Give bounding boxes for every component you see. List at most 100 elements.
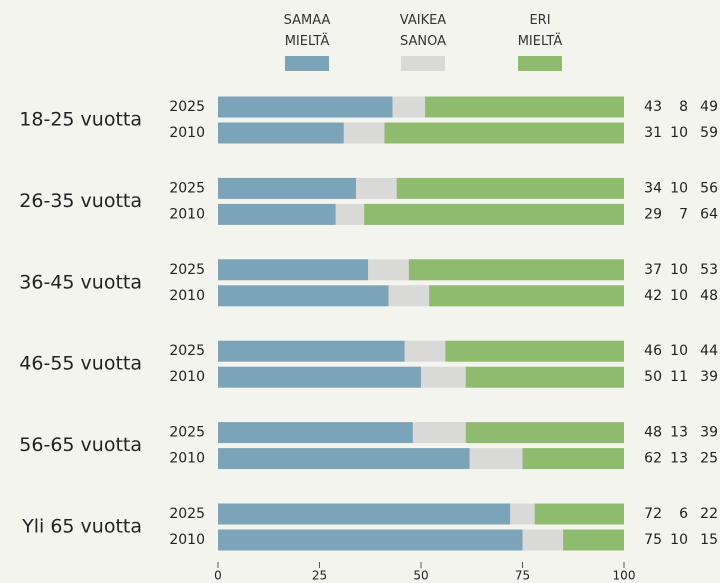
year-label: 2010 [169,369,205,385]
value-label: 48 [700,288,718,304]
bar-segment [510,503,535,525]
value-label: 39 [700,369,718,385]
bar-segment [218,503,511,525]
group-label: 56-65 vuotta [19,434,142,456]
bar-segment [388,285,430,307]
value-label: 31 [644,125,662,141]
value-label: 34 [644,180,662,196]
year-label: 2025 [169,99,205,115]
x-tick-label: 0 [214,569,222,583]
value-label: 75 [644,532,662,548]
x-tick-label: 25 [312,569,327,583]
value-label: 64 [700,206,718,222]
bar-segment [218,285,389,307]
bar-segment [412,422,466,444]
bar-segment [335,203,365,225]
year-label: 2010 [169,288,205,304]
group-label: 26-35 vuotta [19,190,142,212]
value-label: 10 [670,180,688,196]
value-label: 62 [644,451,662,467]
legend-label: SAMAA MIELTÄ [283,13,331,49]
bar-segment [218,96,393,118]
bar-segment [534,503,624,525]
bar-segment [522,529,564,551]
bar-segment [218,177,357,199]
value-label: 25 [700,451,718,467]
value-label: 72 [644,506,662,522]
value-label: 50 [644,369,662,385]
value-label: 59 [700,125,718,141]
value-label: 56 [700,180,718,196]
bar-segment [465,366,624,388]
legend-label: VAIKEA SANOA [399,13,447,49]
group-label: Yli 65 vuotta [21,516,142,538]
group-label: 36-45 vuotta [19,271,142,293]
year-label: 2010 [169,532,205,548]
year-label: 2010 [169,206,205,222]
value-label: 53 [700,262,718,278]
bar-segment [396,177,624,199]
bar-segment [368,259,409,281]
bar-segment [218,529,523,551]
year-label: 2025 [169,262,205,278]
value-label: 10 [670,532,688,548]
legend-swatch [518,56,562,71]
bar-segment [392,96,426,118]
legend-swatch [401,56,445,71]
bar-segment [218,203,336,225]
value-label: 37 [644,262,662,278]
year-label: 2025 [169,506,205,522]
bar-segment [563,529,624,551]
year-label: 2025 [169,343,205,359]
value-label: 8 [679,99,688,115]
value-label: 39 [700,425,718,441]
legend-item: SAMAA MIELTÄ [275,8,339,71]
legend-swatch [285,56,329,71]
x-tick-label: 100 [613,569,636,583]
bar-segment [429,285,624,307]
bar-segment [218,259,369,281]
bar-segment [408,259,624,281]
value-label: 13 [670,451,688,467]
group-label: 46-55 vuotta [19,353,142,375]
year-label: 2010 [169,125,205,141]
bar-segment [356,177,397,199]
value-label: 13 [670,425,688,441]
bar-segment [218,340,405,362]
value-label: 10 [670,343,688,359]
group-label: 18-25 vuotta [19,109,142,131]
bar-segment [218,422,413,444]
bar-segment [218,122,344,144]
x-tick-label: 75 [515,569,530,583]
year-label: 2025 [169,180,205,196]
value-label: 10 [670,125,688,141]
value-label: 42 [644,288,662,304]
bar-segment [425,96,624,118]
bar-segment [421,366,466,388]
legend-item: VAIKEA SANOA [391,8,455,71]
x-tick-label: 50 [413,569,428,583]
bar-segment [522,448,624,470]
value-label: 11 [670,369,688,385]
value-label: 43 [644,99,662,115]
value-label: 44 [700,343,718,359]
value-label: 15 [700,532,718,548]
value-label: 48 [644,425,662,441]
bar-segment [218,448,470,470]
value-label: 10 [670,288,688,304]
legend-item: ERI MIELTÄ [508,8,572,71]
value-label: 6 [679,506,688,522]
bar-segment [465,422,624,444]
value-label: 7 [679,206,688,222]
year-label: 2025 [169,425,205,441]
bar-segment [445,340,624,362]
bar-segment [404,340,446,362]
bar-segment [469,448,523,470]
bar-segment [364,203,624,225]
legend-label: ERI MIELTÄ [517,13,563,49]
year-label: 2010 [169,451,205,467]
value-label: 46 [644,343,662,359]
value-label: 22 [700,506,718,522]
